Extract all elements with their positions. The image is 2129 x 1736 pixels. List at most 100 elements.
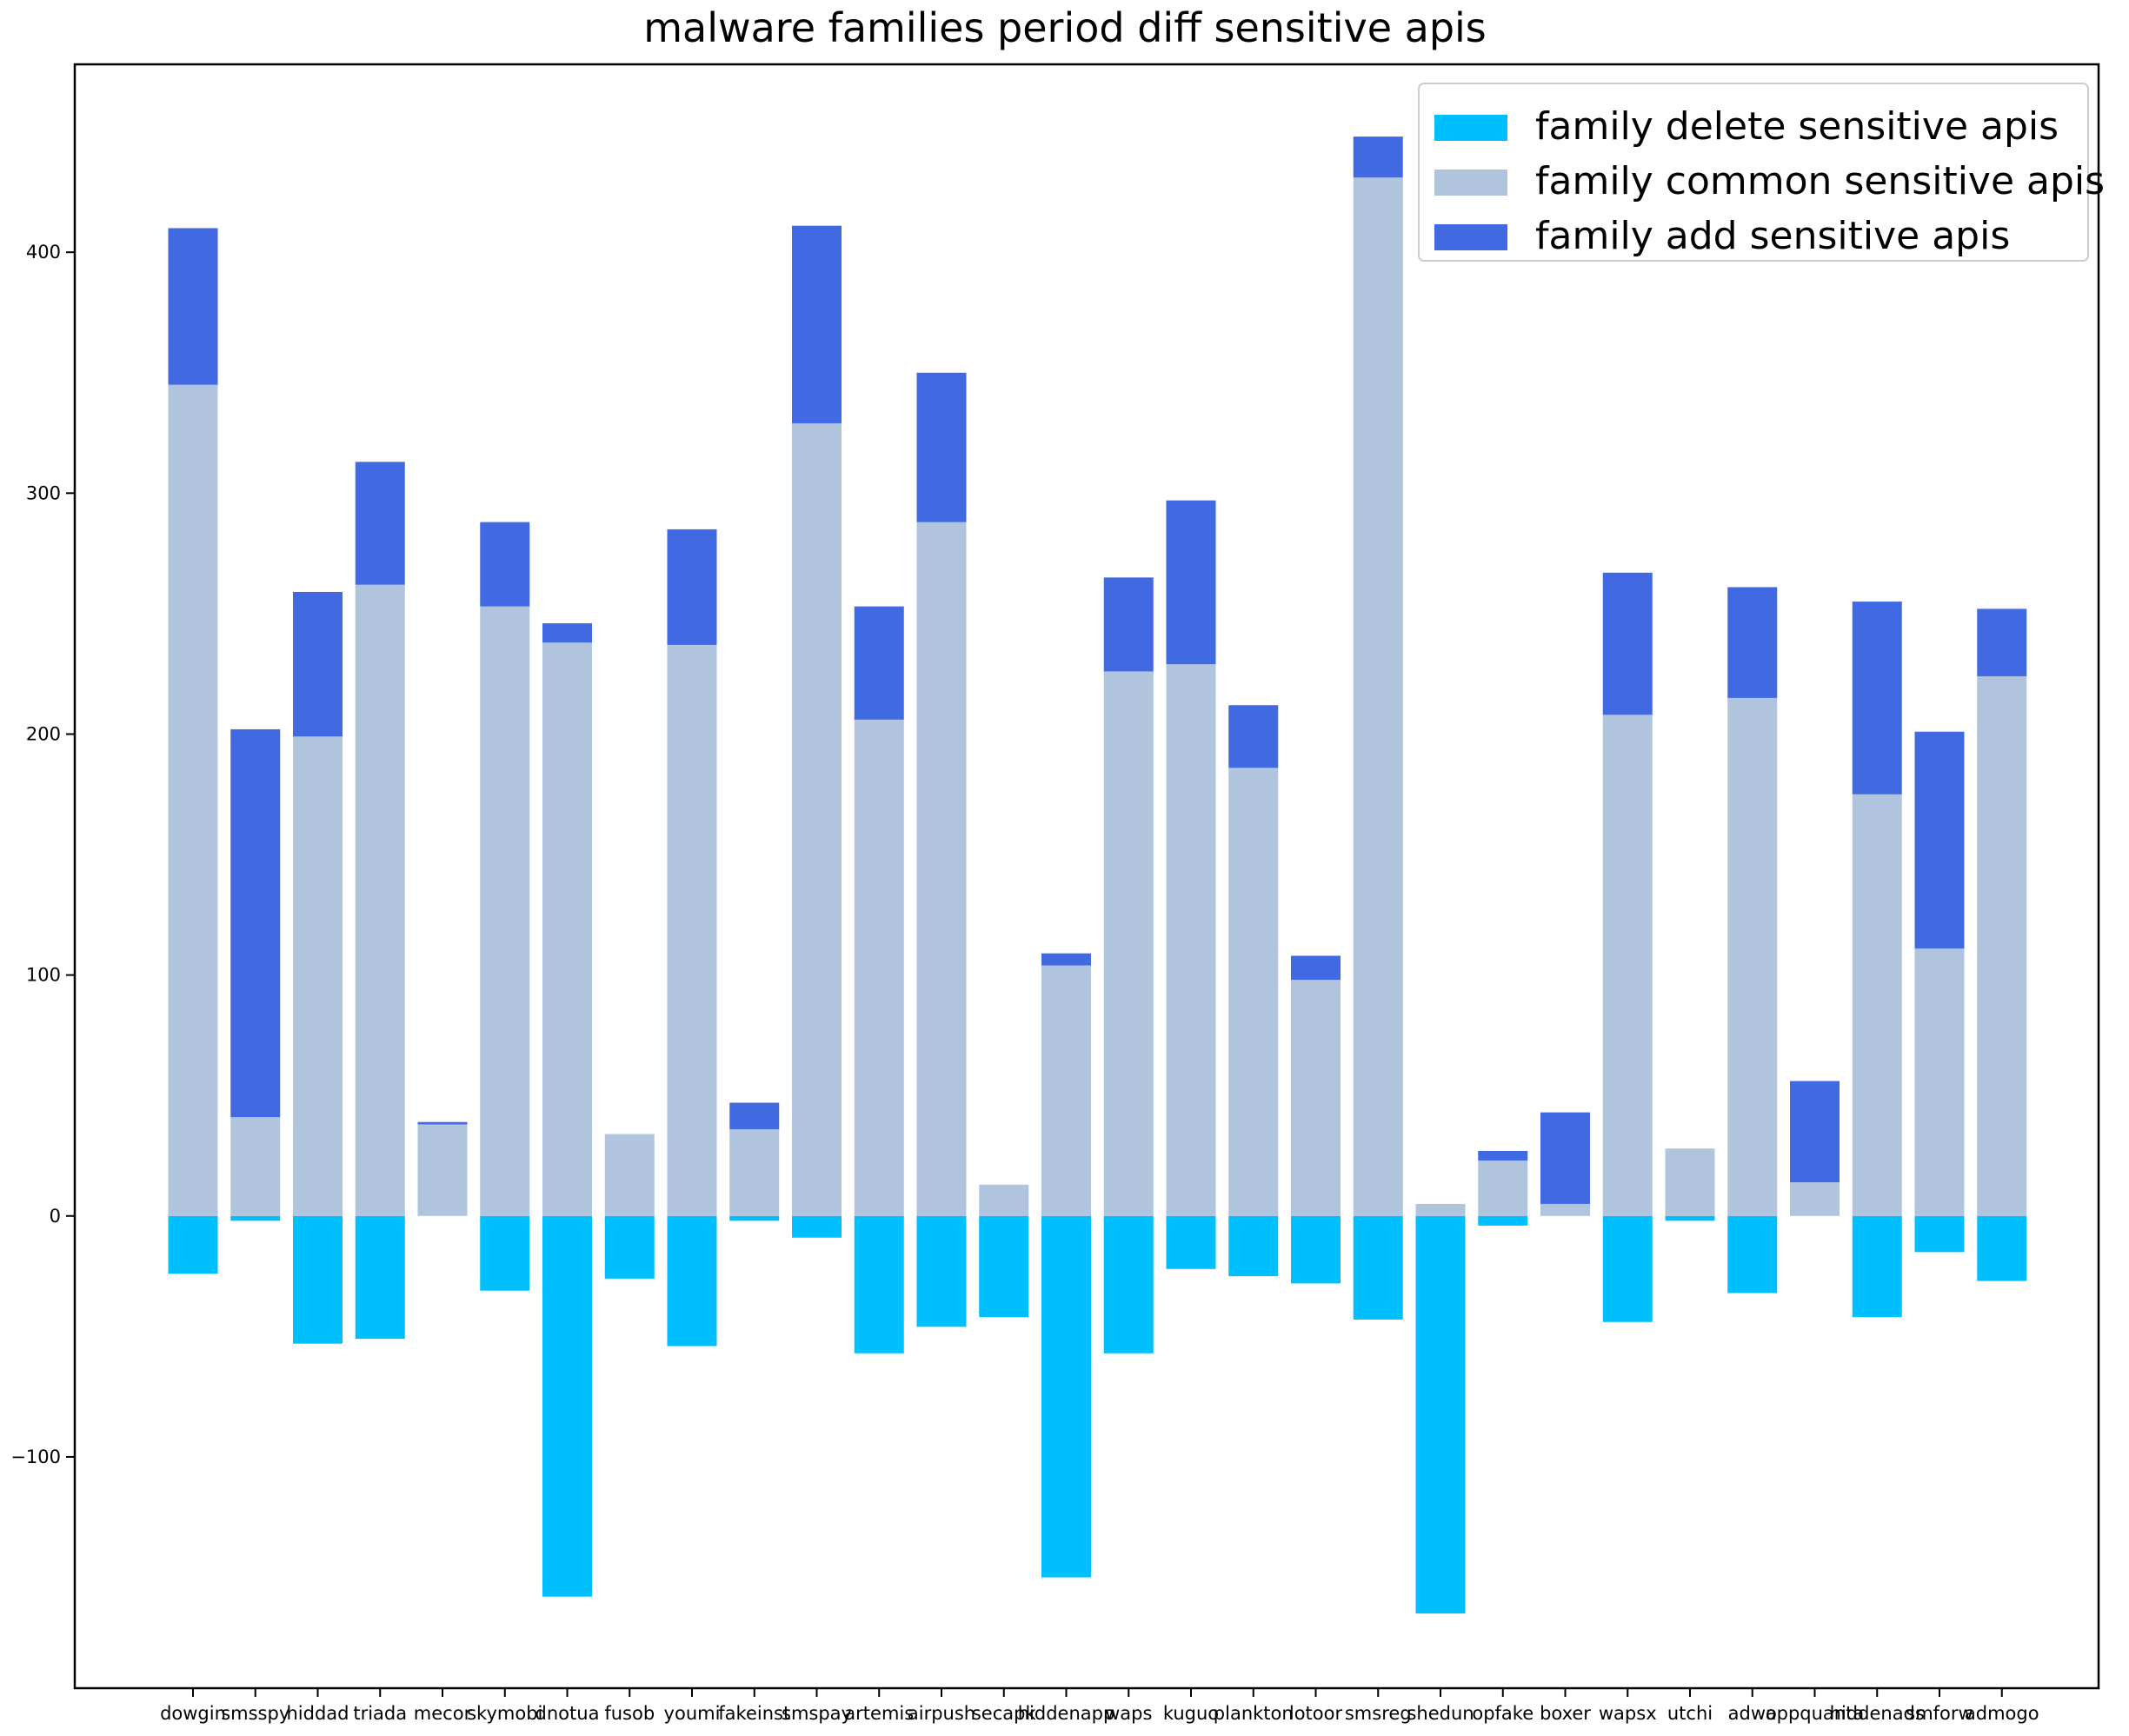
x-tick-label: shedun — [1407, 1703, 1474, 1724]
bar-common-hiddenapp — [1041, 965, 1091, 1216]
bar-common-waps — [1103, 671, 1154, 1216]
legend-label: family delete sensitive apis — [1535, 104, 2059, 149]
bar-common-fakeinst — [729, 1129, 780, 1216]
x-tick-label: plankton — [1214, 1703, 1294, 1724]
x-tick-label: fusob — [604, 1703, 655, 1724]
bar-add-admogo — [1977, 609, 2027, 676]
bar-add-dowgin — [168, 228, 218, 385]
bar-delete-kuguo — [1166, 1215, 1216, 1269]
bar-delete-triada — [355, 1215, 405, 1340]
y-axis: −100 0 100 200 300 400 — [10, 242, 75, 1467]
bar-common-secapk — [979, 1184, 1029, 1216]
bar-add-artemis — [854, 606, 904, 720]
bar-delete-artemis — [854, 1215, 904, 1354]
bar-delete-waps — [1103, 1215, 1154, 1354]
bar-delete-smsspy — [230, 1215, 281, 1221]
bar-add-mecor — [417, 1121, 468, 1125]
bar-add-kuguo — [1166, 500, 1216, 665]
bar-add-fakeinst — [729, 1102, 780, 1130]
legend-swatch — [1434, 170, 1507, 196]
bar-add-appquanta — [1790, 1081, 1840, 1182]
legend-label: family common sensitive apis — [1535, 159, 2105, 203]
bar-delete-hiddenads — [1852, 1215, 1902, 1318]
bar-delete-smsreg — [1353, 1215, 1403, 1320]
bar-common-hiddenads — [1852, 794, 1902, 1216]
bar-add-hiddenapp — [1041, 953, 1091, 966]
chart-title: malware families period diff sensitive a… — [643, 4, 1487, 51]
bar-common-utchi — [1665, 1148, 1715, 1216]
legend-label: family add sensitive apis — [1535, 214, 2010, 258]
bar-common-adwo — [1727, 697, 1778, 1216]
bar-delete-shedun — [1415, 1215, 1466, 1614]
x-tick-label: utchi — [1667, 1703, 1713, 1724]
bar-common-smspay — [792, 422, 842, 1216]
bar-add-hiddad — [293, 591, 343, 737]
bar-add-dnotua — [542, 622, 592, 643]
x-tick-label: skymobi — [467, 1703, 542, 1724]
bar-delete-lotoor — [1291, 1215, 1341, 1284]
plot-frame — [73, 63, 2100, 1690]
legend: family delete sensitive apis family commo… — [1418, 83, 2105, 262]
x-tick-label: artemis — [844, 1703, 914, 1724]
bar-delete-dowgin — [168, 1215, 218, 1274]
bar-common-dowgin — [168, 384, 218, 1216]
bar-common-smforw — [1914, 948, 1965, 1216]
x-tick-label: youmi — [664, 1703, 721, 1724]
bar-delete-utchi — [1665, 1215, 1715, 1221]
x-tick-label: lotoor — [1289, 1703, 1343, 1724]
bar-delete-smspay — [792, 1215, 842, 1238]
bar-add-waps — [1103, 577, 1154, 672]
bar-common-fusob — [604, 1134, 655, 1216]
bar-common-skymobi — [480, 606, 530, 1216]
x-tick-label: waps — [1105, 1703, 1152, 1724]
bar-add-hiddenads — [1852, 602, 1902, 795]
x-tick-label: fakeinst — [718, 1703, 790, 1724]
legend-swatch — [1434, 115, 1507, 141]
x-tick-label: hiddenads — [1830, 1703, 1925, 1724]
bar-common-opfake — [1478, 1161, 1528, 1216]
bar-common-dnotua — [542, 642, 592, 1216]
bar-delete-opfake — [1478, 1215, 1528, 1226]
bar-delete-wapsx — [1602, 1215, 1653, 1322]
bar-delete-airpush — [916, 1215, 967, 1327]
bar-common-lotoor — [1291, 980, 1341, 1216]
bar-delete-admogo — [1977, 1215, 2027, 1281]
bar-common-shedun — [1415, 1203, 1466, 1216]
bar-add-smforw — [1914, 731, 1965, 949]
bar-common-artemis — [854, 719, 904, 1216]
y-tick-label: 0 — [50, 1206, 61, 1227]
bar-delete-hiddad — [293, 1215, 343, 1344]
bar-delete-smforw — [1914, 1215, 1965, 1253]
bar-delete-youmi — [667, 1215, 717, 1347]
bar-common-kuguo — [1166, 664, 1216, 1216]
bar-add-skymobi — [480, 522, 530, 607]
bar-common-triada — [355, 584, 405, 1216]
bar-common-mecor — [417, 1124, 468, 1216]
bar-common-plankton — [1228, 768, 1279, 1216]
x-tick-label: dnotua — [536, 1703, 600, 1724]
y-tick-label: 400 — [26, 242, 61, 263]
bar-add-smsspy — [230, 728, 281, 1118]
bar-add-triada — [355, 462, 405, 585]
x-tick-label: smspay — [782, 1703, 852, 1724]
x-tick-label: boxer — [1540, 1703, 1591, 1724]
bar-add-adwo — [1727, 587, 1778, 698]
x-tick-label: adwo — [1728, 1703, 1777, 1724]
x-tick-label: dowgin — [160, 1703, 226, 1724]
bar-delete-hiddenapp — [1041, 1215, 1091, 1578]
x-tick-label: hiddad — [286, 1703, 349, 1724]
x-tick-label: opfake — [1472, 1703, 1534, 1724]
bar-add-airpush — [916, 372, 967, 522]
bar-common-youmi — [667, 644, 717, 1216]
bar-add-plankton — [1228, 705, 1279, 768]
bar-common-smsspy — [230, 1117, 281, 1216]
bar-add-smsreg — [1353, 136, 1403, 178]
bar-add-youmi — [667, 529, 717, 645]
bar-common-admogo — [1977, 675, 2027, 1216]
bar-delete-dnotua — [542, 1215, 592, 1597]
bar-delete-skymobi — [480, 1215, 530, 1291]
x-tick-label: smsspy — [221, 1703, 289, 1724]
bar-layer — [168, 136, 2027, 1614]
